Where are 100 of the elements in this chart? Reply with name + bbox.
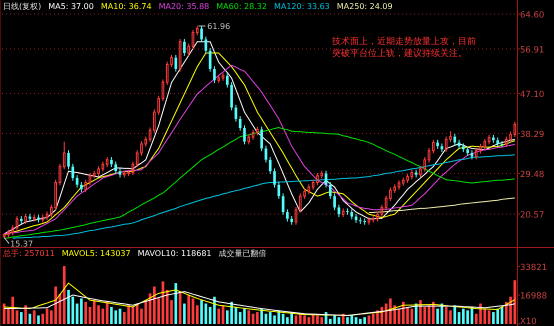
candlestick	[264, 145, 268, 164]
annotation: 成交量已翻倍	[218, 249, 267, 258]
bar	[320, 317, 324, 324]
candlestick	[183, 38, 186, 56]
candlestick	[118, 168, 122, 178]
candlestick	[226, 72, 229, 88]
candlestick	[243, 124, 246, 145]
annotation: 61.96	[207, 22, 230, 31]
bar	[67, 290, 70, 324]
bar	[162, 281, 164, 324]
bar	[500, 306, 504, 324]
line-series	[4, 127, 516, 239]
y-tick-label: 29.48	[520, 170, 544, 180]
bar	[243, 308, 246, 324]
bar	[268, 312, 272, 324]
bar	[28, 314, 32, 324]
bar	[247, 310, 250, 324]
candlestick	[204, 36, 208, 54]
candlestick	[282, 192, 284, 216]
bar	[122, 312, 126, 324]
bar	[479, 304, 482, 324]
line-series	[4, 282, 516, 316]
text: MA60: 28.32	[216, 2, 267, 11]
bar	[84, 302, 88, 324]
candlestick	[37, 214, 40, 223]
y-tick-label: 20.57	[520, 210, 544, 220]
bar	[488, 310, 490, 324]
candlestick	[268, 156, 272, 174]
y-tick-label: 64.60	[520, 10, 544, 20]
bar	[444, 306, 448, 324]
bar	[252, 314, 254, 324]
bar	[80, 298, 83, 324]
bar	[46, 308, 48, 324]
candlestick	[7, 229, 10, 238]
y-tick-label: 33821	[520, 262, 548, 273]
candlestick	[462, 142, 465, 153]
bar	[316, 315, 319, 324]
bar	[32, 310, 36, 324]
text: MAVOL10: 118681	[138, 249, 212, 258]
candlestick	[458, 139, 460, 150]
candlestick	[222, 72, 224, 82]
candlestick	[76, 174, 78, 188]
candlestick	[286, 208, 289, 222]
candlestick	[333, 192, 336, 211]
bar	[363, 317, 366, 324]
candlestick	[213, 66, 216, 84]
candlestick	[28, 213, 32, 222]
candlestick	[273, 168, 276, 188]
bar	[200, 300, 203, 324]
candlestick	[320, 170, 324, 179]
annotation: 技术面上，近期走势放量上攻，目前突破平台位上轨，建议持续关注。	[331, 36, 476, 59]
candlestick	[67, 150, 70, 170]
bar	[333, 315, 336, 324]
bar	[294, 315, 298, 324]
bar	[110, 306, 113, 324]
bar	[213, 296, 216, 324]
bar	[372, 314, 375, 324]
bar	[303, 315, 306, 324]
chart-title: 日线(复权)	[3, 2, 42, 11]
candlestick	[277, 182, 280, 200]
bar	[226, 310, 229, 324]
y-tick-label: 47.10	[520, 90, 544, 100]
text: MA5: 37.00	[48, 2, 94, 11]
bar	[449, 310, 452, 324]
series-label: 总手: 257011	[2, 249, 55, 258]
candlestick	[350, 208, 354, 220]
bar	[92, 300, 96, 324]
candlestick	[496, 137, 500, 148]
candlestick	[260, 126, 263, 152]
bar	[222, 305, 224, 324]
bar	[114, 310, 118, 324]
y-tick-label: X10	[520, 317, 537, 326]
bar	[217, 308, 220, 324]
candlestick	[466, 146, 469, 156]
candlestick	[453, 133, 456, 146]
bar	[428, 305, 430, 324]
candlestick	[324, 170, 328, 188]
candlestick	[71, 163, 74, 182]
bar	[350, 315, 354, 324]
bar	[286, 317, 289, 324]
candlestick	[208, 48, 212, 72]
candlestick	[414, 169, 418, 178]
y-tick-label: 38.29	[520, 130, 544, 140]
bar	[37, 315, 40, 324]
candlestick	[436, 139, 439, 150]
candlestick	[354, 213, 358, 224]
bar	[178, 292, 182, 324]
candlestick	[238, 116, 242, 132]
line-series	[4, 291, 516, 316]
bar	[273, 315, 276, 324]
candlestick	[92, 170, 96, 179]
bar	[470, 306, 474, 324]
y-tick-label: 56.91	[520, 45, 544, 56]
candlestick	[398, 180, 400, 190]
candlestick	[234, 104, 238, 122]
bar	[187, 295, 190, 324]
y-tick-label: 16988	[520, 292, 548, 302]
bar	[132, 306, 134, 324]
bar	[346, 317, 349, 324]
bar	[354, 317, 358, 324]
